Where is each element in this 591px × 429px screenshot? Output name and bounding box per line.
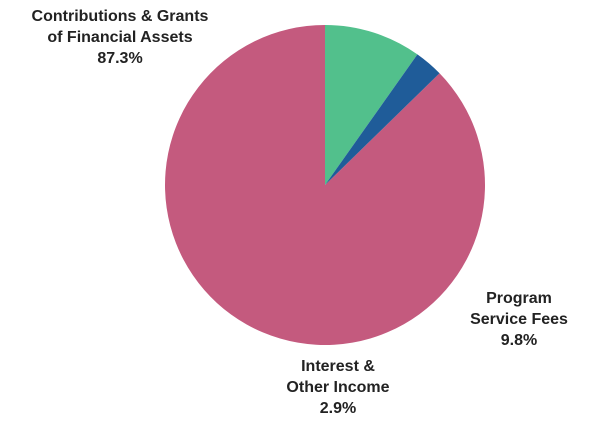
slice-label-program-service-fees: Program Service Fees 9.8%: [444, 288, 591, 351]
pie-slice-interest-other-income: [325, 54, 440, 185]
slice-label-contributions-grants: Contributions & Grants of Financial Asse…: [0, 6, 240, 69]
slice-label-line: Service Fees: [470, 311, 568, 328]
slice-value-label: 9.8%: [500, 332, 538, 349]
pie-slice-contributions-grants: [165, 25, 486, 345]
slice-value-label: 87.3%: [97, 50, 143, 67]
slice-label-line: Interest &: [301, 358, 375, 375]
pie-slice-program-service-fees: [325, 25, 418, 185]
slice-label-line: Other Income: [286, 379, 390, 396]
slice-label-line: Contributions & Grants: [31, 8, 209, 25]
slice-value-label: 2.9%: [319, 400, 357, 417]
slice-label-line: Program: [486, 290, 552, 307]
slice-label-line: of Financial Assets: [47, 29, 193, 46]
slice-label-interest-other-income: Interest & Other Income 2.9%: [263, 356, 413, 419]
